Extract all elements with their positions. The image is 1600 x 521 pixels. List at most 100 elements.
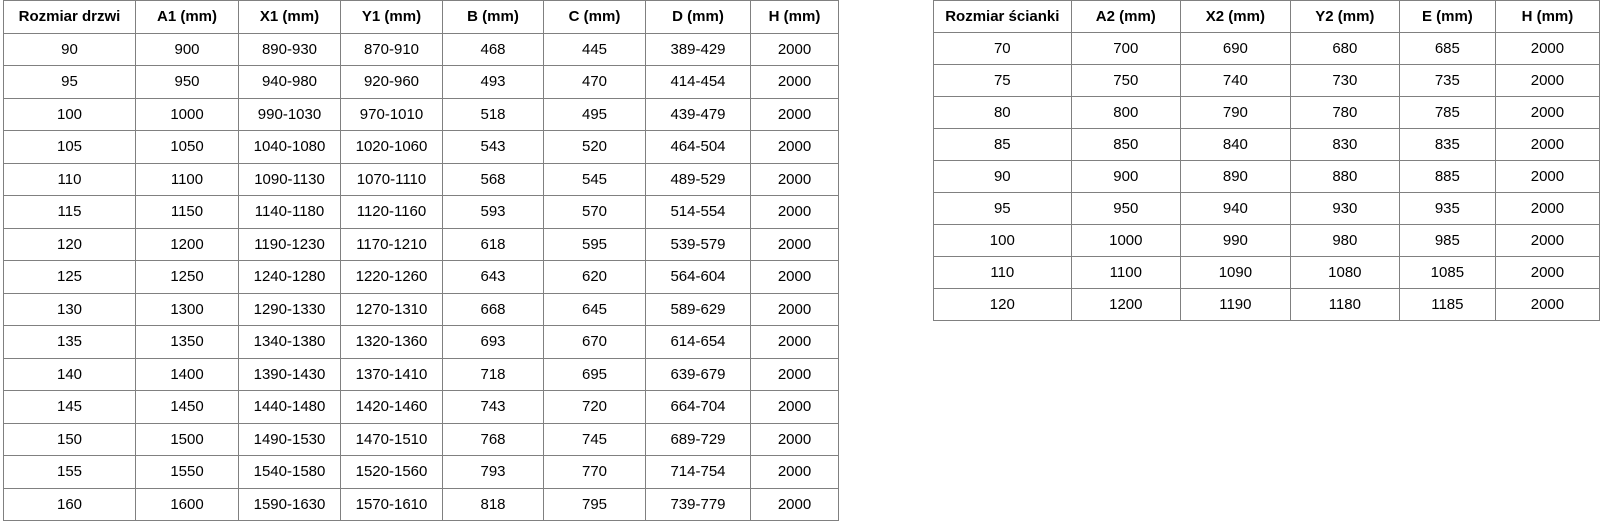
table-cell: 1090-1130 [238,162,341,196]
table-cell: 1590-1630 [238,487,341,521]
table-cell: 1085 [1398,256,1496,289]
table-cell: 1420-1460 [340,390,443,424]
table-cell: 2000 [750,292,839,326]
table-cell: 730 [1289,64,1400,97]
row-label-cell: 120 [3,227,136,261]
table-cell: 693 [442,325,544,359]
table-cell: 768 [442,422,544,456]
row-label-cell: 160 [3,487,136,521]
table-cell: 2000 [1494,96,1600,129]
table-cell: 2000 [750,97,839,131]
table-cell: 1390-1430 [238,357,341,391]
column-header: Y1 (mm) [340,0,443,34]
column-header: E (mm) [1398,0,1496,33]
table-cell: 1540-1580 [238,455,341,489]
table-cell: 2000 [750,32,839,66]
table-cell: 790 [1179,96,1291,129]
table-cell: 870-910 [340,32,443,66]
table-cell: 990 [1179,224,1291,257]
table-cell: 850 [1070,128,1181,161]
table-cell: 740 [1179,64,1291,97]
table-cell: 700 [1070,32,1181,65]
table-cell: 1120-1160 [340,195,443,229]
table-cell: 639-679 [645,357,751,391]
table-cell: 489-529 [645,162,751,196]
table-cell: 2000 [750,390,839,424]
table-cell: 950 [1070,192,1181,225]
table-cell: 1400 [135,357,239,391]
table-cell: 643 [442,260,544,294]
table-cell: 950 [135,65,239,99]
table-row: 100 1000 990-1030 970-1010 518 495 439-479 2000 [3,97,839,131]
table-cell: 389-429 [645,32,751,66]
table-cell: 930 [1289,192,1400,225]
table-cell: 1370-1410 [340,357,443,391]
table-cell: 1200 [1070,288,1181,321]
table-cell: 990-1030 [238,97,341,131]
row-label-cell: 125 [3,260,136,294]
table-cell: 743 [442,390,544,424]
table-cell: 543 [442,130,544,164]
table-row: 120 1200 1190 1180 1185 2000 [933,288,1600,321]
table-cell: 818 [442,487,544,521]
column-header: B (mm) [442,0,544,34]
table-cell: 880 [1289,160,1400,193]
table-cell: 970-1010 [340,97,443,131]
row-label-cell: 105 [3,130,136,164]
table-cell: 495 [543,97,646,131]
walls-dimensions-table: Rozmiar ścianki A2 (mm) X2 (mm) Y2 (mm) E (m… [933,0,1600,321]
table-cell: 714-754 [645,455,751,489]
column-header: X2 (mm) [1179,0,1291,33]
table-cell: 664-704 [645,390,751,424]
table-cell: 1050 [135,130,239,164]
table-cell: 670 [543,325,646,359]
doors-table-body: 90 900 890-930 870-910 468 445 389-429 2000 95 95… [3,32,839,521]
table-cell: 1600 [135,487,239,521]
table-cell: 468 [442,32,544,66]
table-cell: 800 [1070,96,1181,129]
table-cell: 2000 [750,65,839,99]
table-cell: 1320-1360 [340,325,443,359]
table-cell: 589-629 [645,292,751,326]
table-cell: 1240-1280 [238,260,341,294]
table-cell: 2000 [750,455,839,489]
table-row: 120 1200 1190-1230 1170-1210 618 595 539-579 20… [3,227,839,261]
table-header-row: Rozmiar drzwi A1 (mm) X1 (mm) Y1 (mm) B (mm)… [3,0,839,34]
table-cell: 2000 [1494,256,1600,289]
table-cell: 470 [543,65,646,99]
table-cell: 545 [543,162,646,196]
table-row: 130 1300 1290-1330 1270-1310 668 645 589-629 20… [3,292,839,326]
row-label-cell: 130 [3,292,136,326]
row-label-cell: 90 [3,32,136,66]
table-cell: 1040-1080 [238,130,341,164]
table-cell: 695 [543,357,646,391]
table-cell: 668 [442,292,544,326]
table-cell: 750 [1070,64,1181,97]
table-cell: 618 [442,227,544,261]
table-row: 155 1550 1540-1580 1520-1560 793 770 714-754 20… [3,455,839,489]
table-cell: 770 [543,455,646,489]
table-cell: 785 [1398,96,1496,129]
table-cell: 1490-1530 [238,422,341,456]
table-cell: 1520-1560 [340,455,443,489]
table-cell: 539-579 [645,227,751,261]
table-cell: 1180 [1289,288,1400,321]
table-cell: 614-654 [645,325,751,359]
row-label-cell: 85 [933,128,1072,161]
table-row: 95 950 940 930 935 2000 [933,192,1600,225]
table-cell: 835 [1398,128,1496,161]
row-label-cell: 115 [3,195,136,229]
table-cell: 1150 [135,195,239,229]
table-cell: 518 [442,97,544,131]
column-header: C (mm) [543,0,646,34]
table-cell: 2000 [1494,224,1600,257]
table-cell: 2000 [1494,64,1600,97]
table-cell: 439-479 [645,97,751,131]
table-row: 70 700 690 680 685 2000 [933,32,1600,65]
row-label-cell: 100 [933,224,1072,257]
table-cell: 1290-1330 [238,292,341,326]
table-cell: 2000 [750,325,839,359]
row-label-cell: 90 [933,160,1072,193]
table-cell: 1000 [1070,224,1181,257]
table-cell: 1220-1260 [340,260,443,294]
